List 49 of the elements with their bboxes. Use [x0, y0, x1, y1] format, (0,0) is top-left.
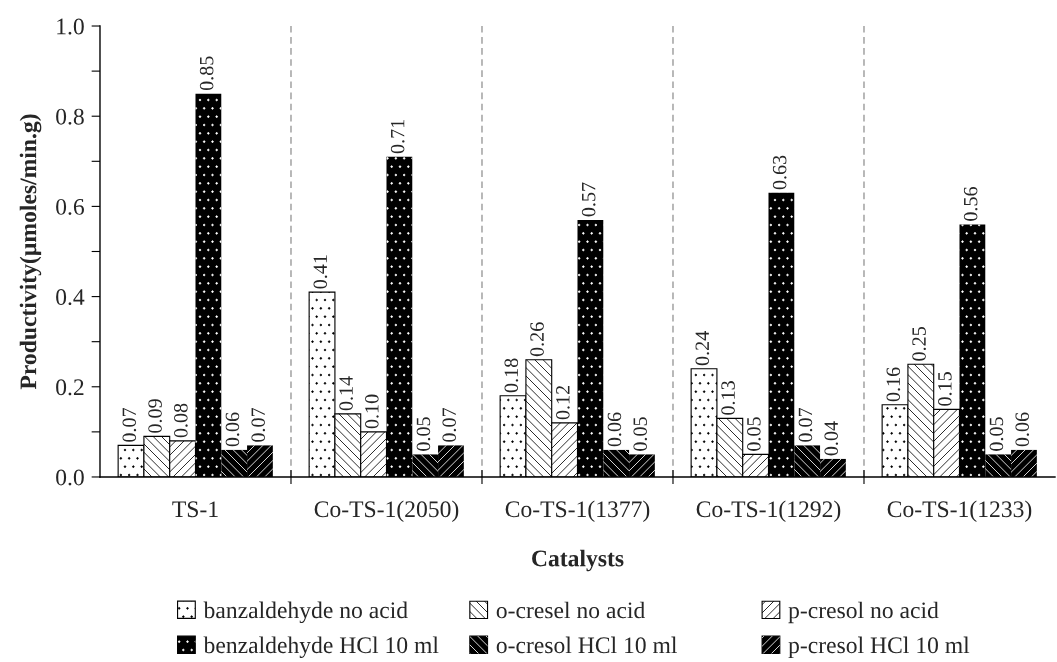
y-axis-title: Productivity(µmoles/min.g): [19, 114, 42, 390]
legend-label: p-cresol no acid: [788, 601, 939, 624]
data-label: 0.06: [225, 412, 240, 447]
y-tick-label: 0.8: [56, 108, 84, 125]
data-label: 0.04: [824, 421, 839, 456]
x-tick-label: Co-TS-1(2050): [314, 500, 459, 522]
data-label: 0.57: [581, 182, 596, 217]
legend-label: o-cresel no acid: [496, 601, 645, 619]
data-label: 0.06: [1015, 412, 1030, 447]
data-label: 0.25: [912, 327, 926, 361]
data-label: 0.05: [989, 417, 1004, 451]
y-tick-label: 0.2: [56, 379, 84, 396]
data-label: 0.41: [313, 255, 328, 289]
data-label: 0.13: [721, 381, 735, 415]
y-tick-label: 0.4: [56, 289, 85, 306]
legend-label: benzaldehyde HCl 10 ml: [203, 636, 439, 659]
data-label: 0.08: [174, 403, 188, 438]
data-label: 0.07: [442, 407, 457, 442]
legend-label: o-cresol HCl 10 ml: [496, 636, 677, 654]
data-label: 0.05: [633, 417, 648, 451]
data-label: 0.63: [772, 155, 787, 190]
y-tick-label: 0.0: [56, 469, 84, 486]
data-label: 0.10: [365, 394, 379, 429]
legend-label: banzaldehyde no acid: [203, 601, 408, 624]
data-label: 0.07: [798, 407, 813, 442]
y-tick-label: 1.0: [57, 18, 84, 35]
x-axis-title: Catalysts: [532, 549, 624, 572]
data-label: 0.05: [416, 417, 431, 451]
data-label: 0.71: [390, 119, 405, 154]
data-label: 0.07: [122, 407, 137, 442]
y-tick-label: 0.6: [56, 198, 85, 215]
x-tick-label: TS-1: [172, 501, 218, 518]
data-label: 0.26: [530, 322, 544, 357]
data-label: 0.56: [963, 187, 978, 221]
data-label: 0.05: [747, 417, 761, 451]
data-label: 0.14: [339, 376, 353, 411]
data-label: 0.09: [148, 399, 162, 433]
x-tick-label: Co-TS-1(1292): [696, 500, 841, 522]
data-label: 0.12: [556, 385, 570, 420]
data-label: 0.18: [504, 358, 519, 393]
legend-label: p-cresol HCl 10 ml: [788, 636, 970, 659]
data-label: 0.06: [607, 412, 622, 447]
data-label: 0.15: [938, 372, 952, 406]
data-label: 0.24: [695, 331, 710, 366]
data-label: 0.16: [886, 367, 901, 402]
data-label: 0.07: [251, 407, 266, 442]
data-label: 0.85: [199, 56, 214, 91]
x-tick-label: Co-TS-1(1377): [505, 500, 650, 522]
x-tick-label: Co-TS-1(1233): [887, 500, 1032, 522]
